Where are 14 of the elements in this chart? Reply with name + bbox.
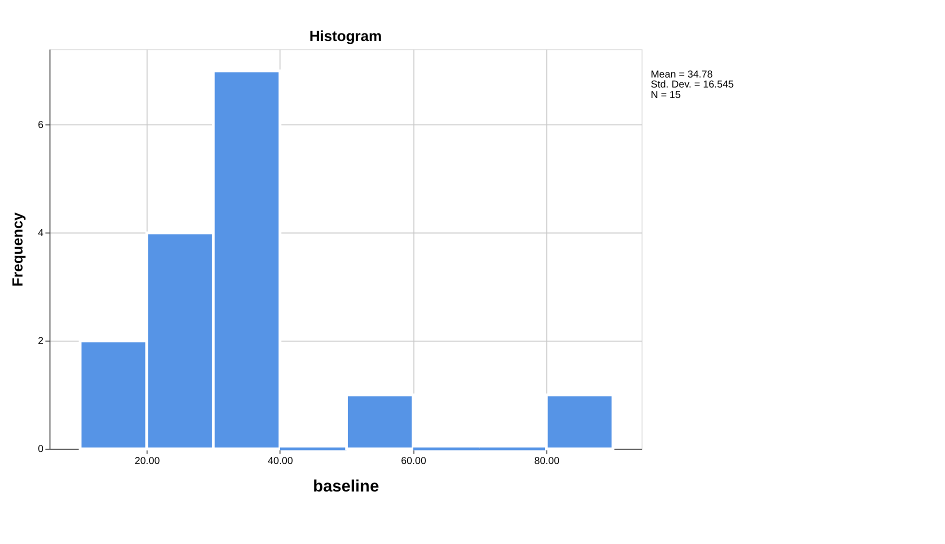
text: Mean = 34.78	[650, 70, 714, 81]
x-tick-label: 80.00	[534, 456, 560, 467]
x-axis-title: baseline	[313, 477, 380, 496]
x-tick-label: 20.00	[134, 456, 160, 467]
chart-title: Histogram	[309, 28, 382, 45]
text: Std. Dev. = 16.545	[650, 80, 734, 91]
y-tick-label: 2	[38, 336, 44, 348]
x-tick-label: 60.00	[401, 456, 427, 467]
y-tick-label: 0	[38, 444, 44, 456]
y-tick-label: 6	[38, 120, 44, 132]
y-tick-label: 4	[38, 228, 44, 240]
x-tick-label: 40.00	[268, 456, 294, 467]
y-axis-title: Frequency	[10, 212, 26, 287]
text: N = 15	[650, 90, 682, 101]
